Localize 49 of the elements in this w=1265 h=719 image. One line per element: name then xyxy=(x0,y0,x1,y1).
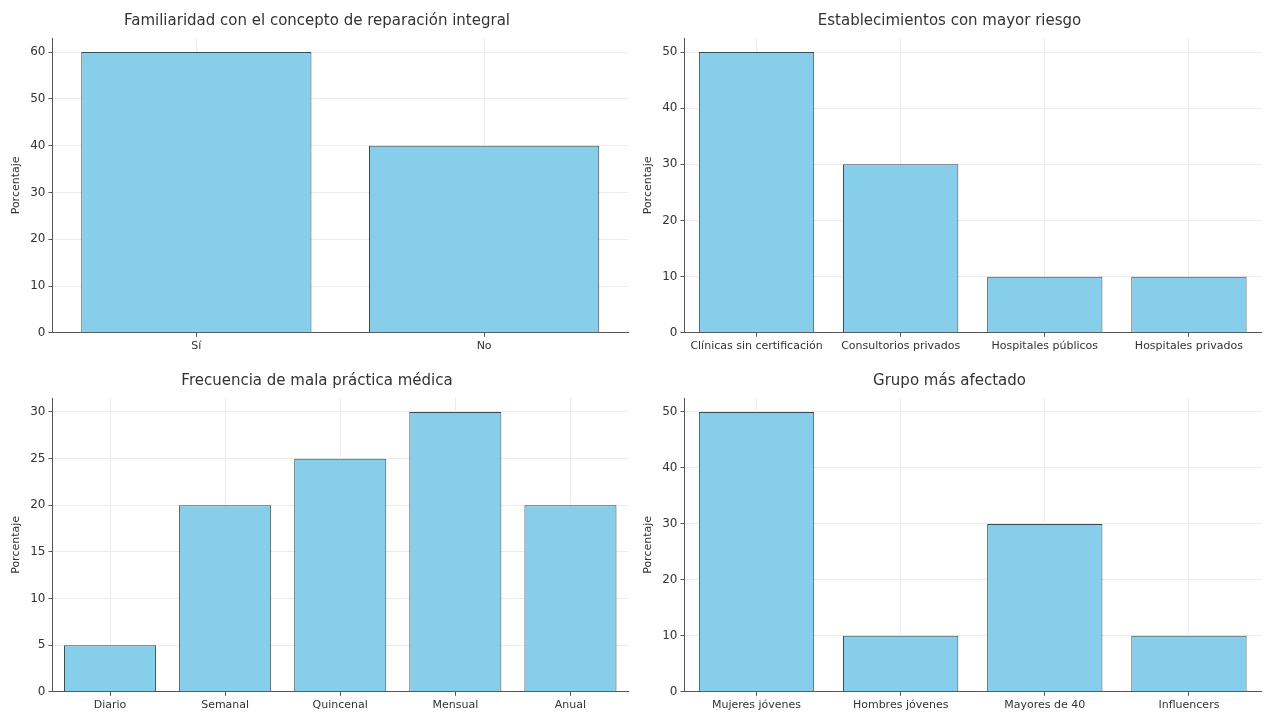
x-tick-label: Hospitales privados xyxy=(1134,339,1244,353)
x-tick-label: Mensual xyxy=(432,698,479,712)
y-tick-label: 30 xyxy=(662,156,678,171)
x-tick-label: Clínicas sin certificación xyxy=(690,339,823,353)
x-tick-label: Quincenal xyxy=(312,698,368,712)
x-tick-label: Hospitales públicos xyxy=(991,339,1099,353)
y-tick-label: 30 xyxy=(662,516,678,531)
y-tick-label: 40 xyxy=(30,137,46,152)
chart-title: Establecimientos con mayor riesgo xyxy=(817,10,1082,29)
x-tick-label: Mujeres jóvenes xyxy=(711,698,802,712)
y-axis-title: Porcentaje xyxy=(641,515,655,574)
y-axis-title: Porcentaje xyxy=(9,156,23,215)
y-tick-label: 20 xyxy=(662,212,678,227)
y-tick-label: 20 xyxy=(30,231,46,246)
y-tick-label: 30 xyxy=(30,404,46,419)
y-tick-label: 0 xyxy=(37,324,46,339)
chart-title: Frecuencia de mala práctica médica xyxy=(181,370,453,389)
y-tick-label: 50 xyxy=(30,90,46,105)
y-tick-label: 10 xyxy=(662,268,678,283)
x-tick-label: No xyxy=(476,339,492,353)
chart-title: Grupo más afectado xyxy=(873,370,1026,389)
x-tick-label: Diario xyxy=(93,698,127,712)
y-tick-label: 10 xyxy=(30,590,46,605)
y-tick-label: 40 xyxy=(662,460,678,475)
y-tick-label: 15 xyxy=(30,544,46,559)
y-tick-label: 20 xyxy=(662,572,678,586)
x-tick-label: Influencers xyxy=(1158,698,1220,712)
y-tick-label: 25 xyxy=(30,450,46,465)
x-tick-label: Anual xyxy=(554,698,587,712)
x-tick-label: Semanal xyxy=(201,698,250,712)
y-tick-label: 30 xyxy=(30,184,46,199)
y-tick-label: 50 xyxy=(662,404,678,419)
y-tick-label: 60 xyxy=(30,44,46,59)
y-tick-label: 5 xyxy=(37,637,46,652)
y-tick-label: 10 xyxy=(30,278,46,293)
x-tick-label: Consultorios privados xyxy=(841,339,961,353)
y-tick-label: 0 xyxy=(37,683,46,698)
chart-title: Familiaridad con el concepto de reparación integral xyxy=(123,10,511,29)
y-tick-label: 20 xyxy=(30,497,46,512)
y-tick-label: 40 xyxy=(662,100,678,115)
y-tick-label: 10 xyxy=(662,627,678,642)
y-tick-label: 50 xyxy=(662,44,678,59)
x-tick-label: Sí xyxy=(191,339,203,353)
y-axis-title: Porcentaje xyxy=(641,156,655,215)
x-tick-label: Hombres jóvenes xyxy=(852,698,949,712)
y-axis-title: Porcentaje xyxy=(9,515,23,574)
y-tick-label: 0 xyxy=(669,324,678,339)
x-tick-label: Mayores de 40 xyxy=(1004,698,1086,712)
y-tick-label: 0 xyxy=(669,683,678,698)
